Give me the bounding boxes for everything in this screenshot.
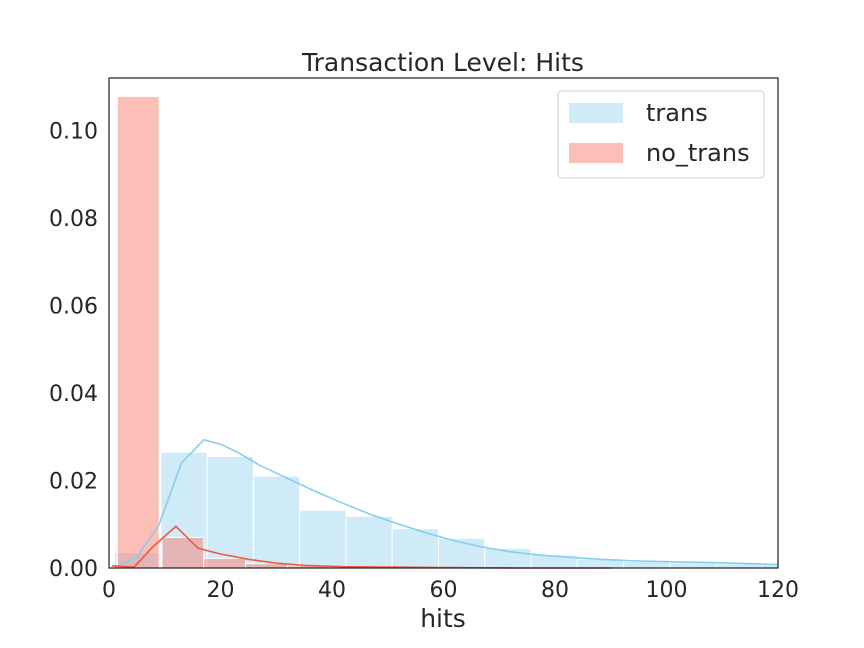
no-trans-bars [116,95,414,569]
x-axis-ticks: 0 20 40 60 80 100 120 [102,578,799,603]
trans-bar-11 [623,560,671,569]
trans-kde-line [114,438,779,569]
plot-frame [108,77,779,569]
trans-bar-4 [299,509,347,569]
trans-bar-2 [206,455,254,569]
y-tick-label-0: 0.00 [49,557,98,582]
legend-label-trans: trans [646,99,708,127]
legend-swatch-trans [569,103,623,123]
trans-bars [114,451,779,569]
x-tick-label-2: 40 [318,578,346,603]
y-tick-label-1: 0.02 [49,470,98,495]
legend: trans no_trans [557,90,765,179]
y-tick-label-3: 0.06 [49,295,98,320]
x-tick-label-6: 120 [757,578,799,603]
x-axis-label: hits [420,604,466,633]
legend-swatch-no-trans [569,143,623,163]
legend-label-no-trans: no_trans [646,139,750,167]
x-tick-label-1: 20 [207,578,235,603]
y-tick-label-2: 0.04 [49,382,98,407]
no-trans-bar-1 [161,536,205,569]
no-trans-bar-2 [203,557,247,569]
x-tick-label-3: 60 [430,578,458,603]
x-tick-label-0: 0 [102,578,116,603]
y-tick-label-5: 0.10 [49,120,98,145]
y-tick-label-4: 0.08 [49,207,98,232]
trans-bar-12 [669,562,717,569]
chart-title: Transaction Level: Hits [301,48,584,77]
x-tick-label-4: 80 [541,578,569,603]
trans-bar-5 [345,515,393,569]
y-axis-ticks: 0.00 0.02 0.04 0.06 0.08 0.10 [49,120,98,583]
x-tick-label-5: 100 [646,578,688,603]
no-trans-bar-0 [116,95,160,569]
trans-bar-3 [252,475,301,569]
